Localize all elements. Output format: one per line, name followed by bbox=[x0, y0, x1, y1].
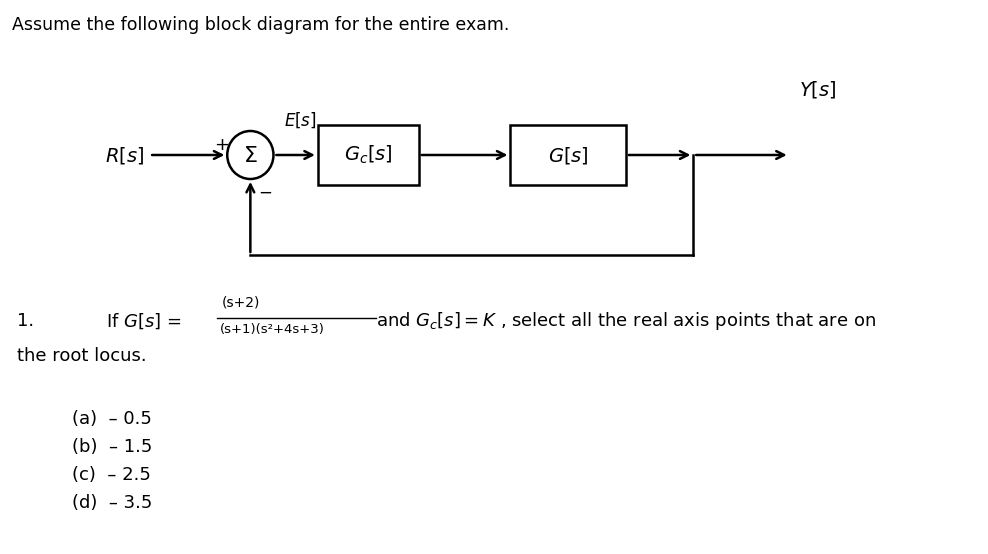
Text: the root locus.: the root locus. bbox=[18, 347, 147, 365]
Bar bbox=[511, 125, 626, 185]
Text: $R[\mathit{s}]$: $R[\mathit{s}]$ bbox=[106, 145, 144, 166]
Text: (d)  – 3.5: (d) – 3.5 bbox=[72, 494, 152, 512]
Text: If $G[s]$ =: If $G[s]$ = bbox=[106, 311, 182, 331]
Text: $\Sigma$: $\Sigma$ bbox=[243, 145, 258, 167]
Text: Assume the following block diagram for the entire exam.: Assume the following block diagram for t… bbox=[12, 16, 509, 34]
Text: (s+2): (s+2) bbox=[221, 295, 260, 309]
Text: (s+1)(s²+4s+3): (s+1)(s²+4s+3) bbox=[219, 323, 324, 336]
Text: (a)  – 0.5: (a) – 0.5 bbox=[72, 410, 152, 428]
Text: 1.: 1. bbox=[18, 312, 35, 330]
Text: (c)  – 2.5: (c) – 2.5 bbox=[72, 466, 151, 484]
Text: $G_c[\mathit{s}]$: $G_c[\mathit{s}]$ bbox=[344, 144, 392, 166]
Text: $E[\mathit{s}]$: $E[\mathit{s}]$ bbox=[285, 110, 317, 130]
Text: and $G_c[s] = K$ , select all the real axis points that are on: and $G_c[s] = K$ , select all the real a… bbox=[375, 310, 875, 332]
Text: (b)  – 1.5: (b) – 1.5 bbox=[72, 438, 152, 456]
Text: $Y[\mathit{s}]$: $Y[\mathit{s}]$ bbox=[799, 80, 837, 100]
Text: $G[\mathit{s}]$: $G[\mathit{s}]$ bbox=[547, 145, 589, 166]
Text: +: + bbox=[214, 136, 229, 154]
Bar bbox=[318, 125, 419, 185]
Text: $-$: $-$ bbox=[258, 183, 273, 201]
